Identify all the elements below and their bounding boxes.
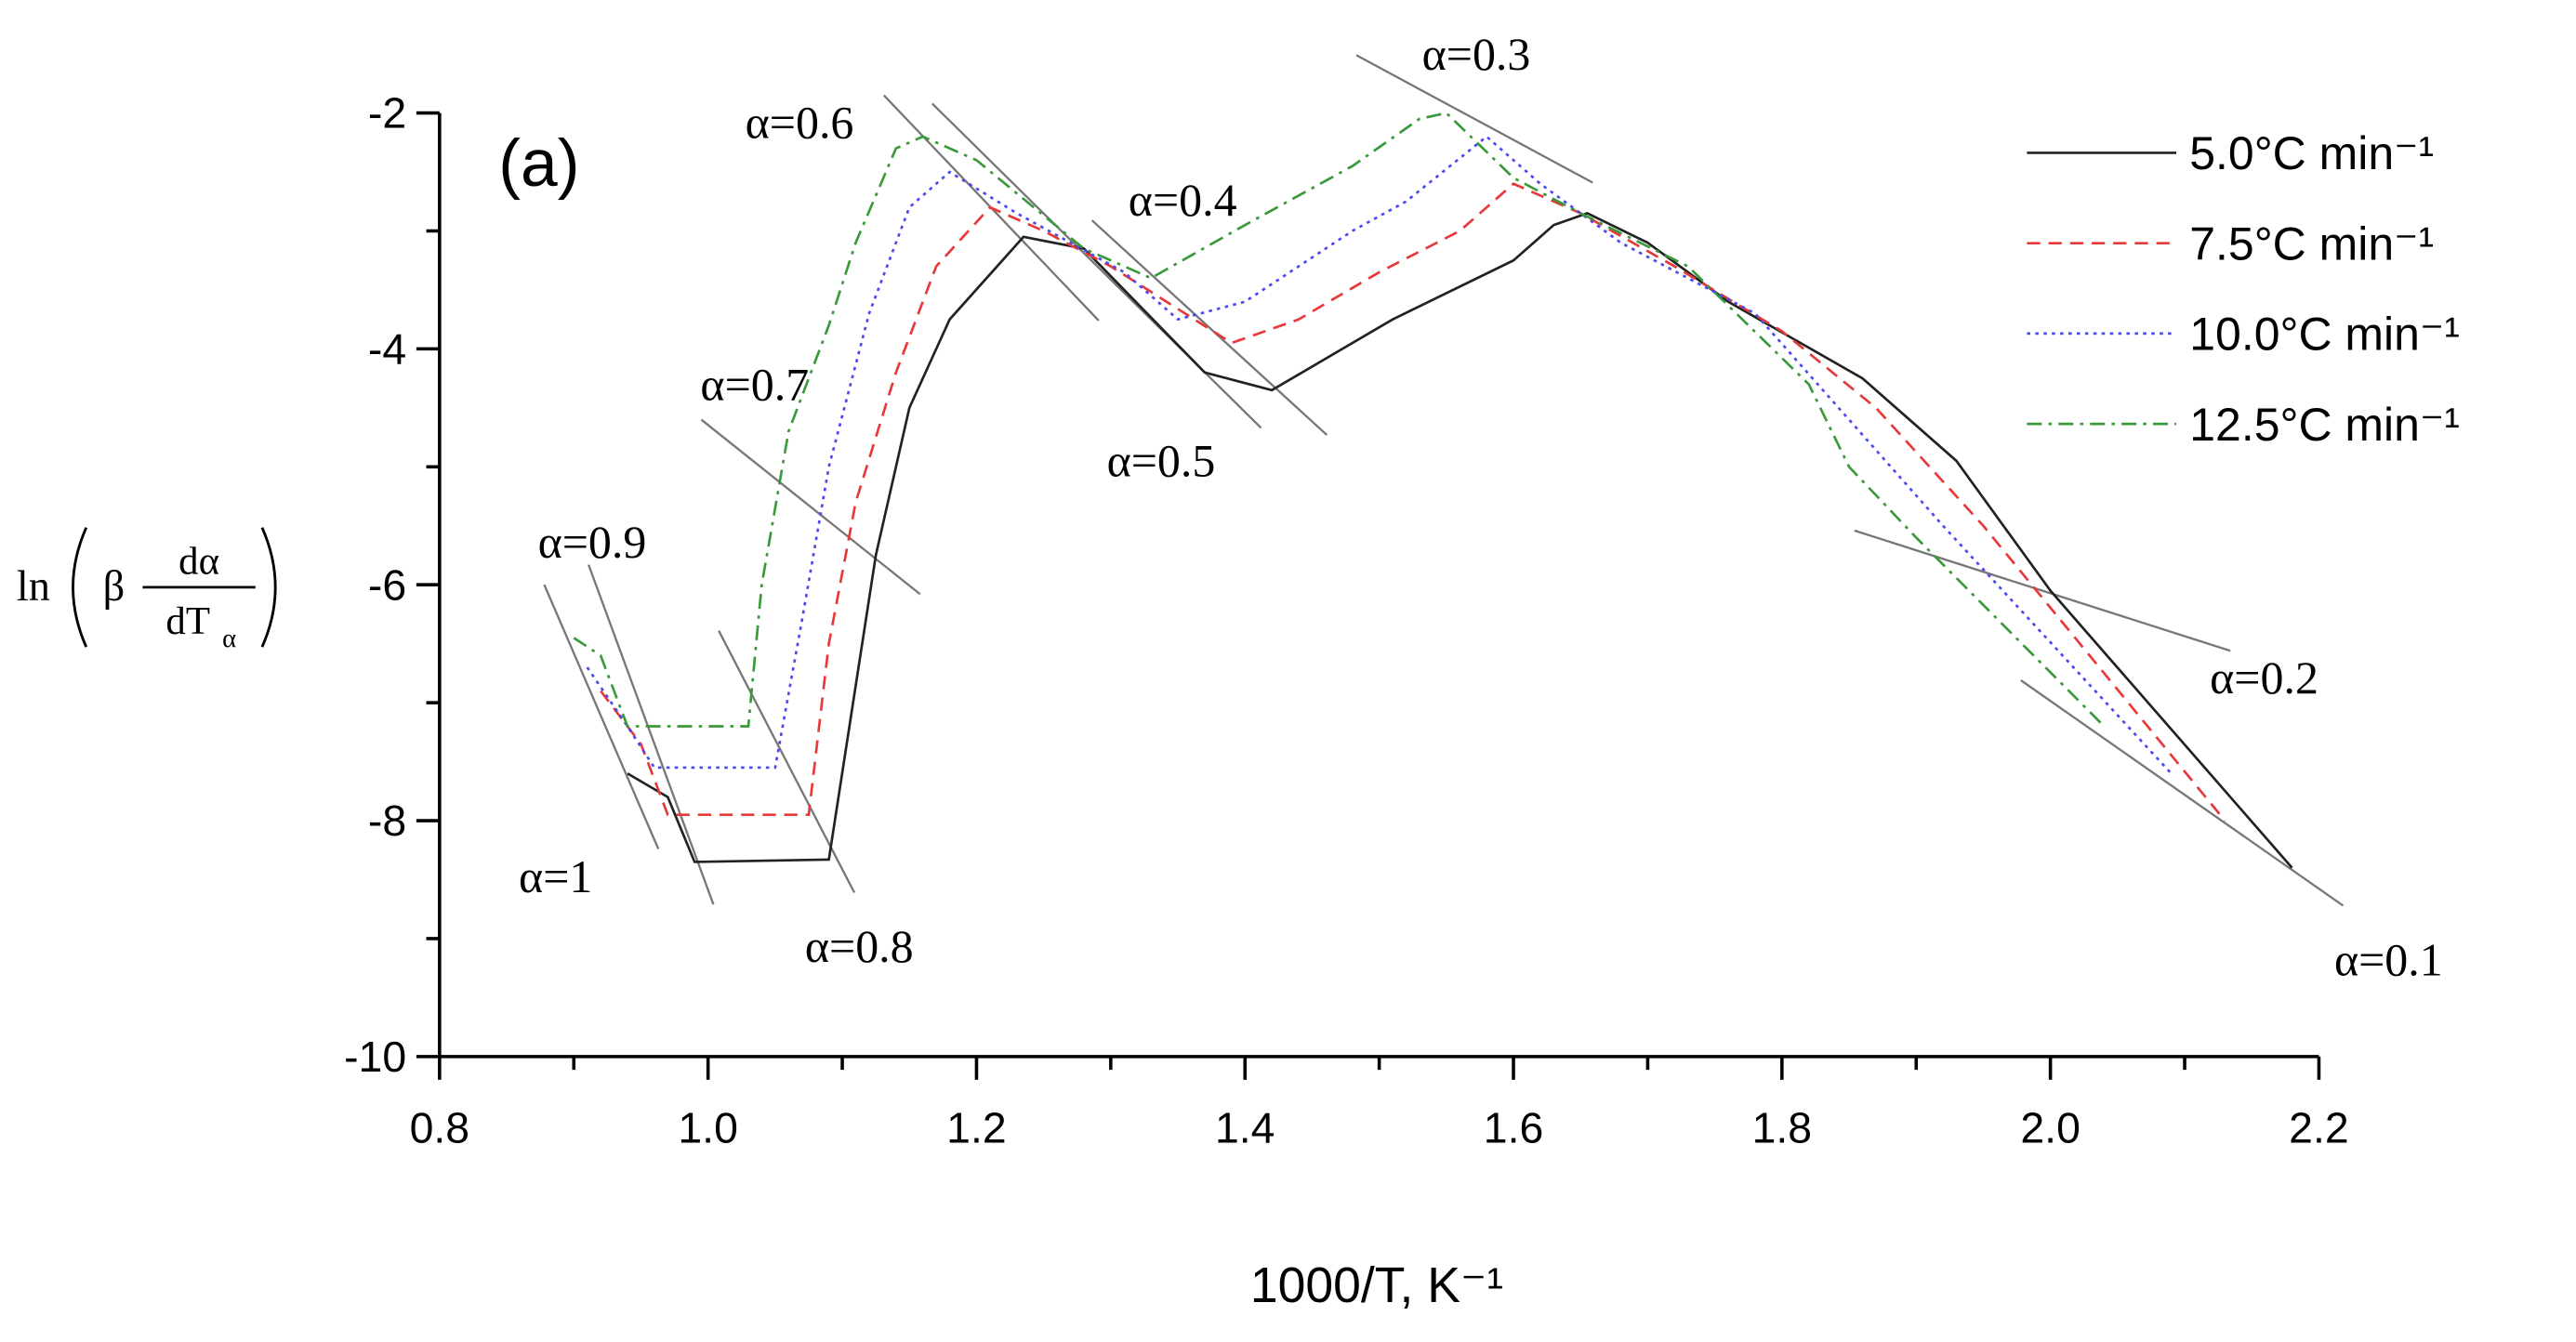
x-tick-label: 1.8 xyxy=(1752,1104,1812,1152)
isoconversion-label: α=0.1 xyxy=(2334,933,2443,985)
series-line xyxy=(600,182,2226,822)
y-label-subscript: α xyxy=(222,625,236,653)
paren-right xyxy=(260,527,277,648)
isoconversion-line xyxy=(2020,679,2345,907)
isoconversion-label: α=0.6 xyxy=(746,96,854,148)
y-label-beta: β xyxy=(103,563,125,611)
isoconversion-label: α=0.5 xyxy=(1107,434,1216,486)
y-label-numerator: dα xyxy=(178,540,219,584)
y-tick-label: -8 xyxy=(368,796,406,845)
series-line xyxy=(573,112,2106,728)
x-axis-label: 1000/T, K⁻¹ xyxy=(1250,1258,1503,1313)
x-tick-label: 1.0 xyxy=(678,1104,737,1152)
isoconversion-line xyxy=(700,418,921,596)
isoconversion-line xyxy=(718,630,856,893)
isoconversion-label: α=0.8 xyxy=(805,920,914,972)
isoconversion-label: α=0.3 xyxy=(1422,28,1531,80)
x-tick-label: 1.2 xyxy=(946,1104,1006,1152)
y-tick-label: -4 xyxy=(368,324,406,373)
x-tick-label: 2.0 xyxy=(2020,1104,2080,1152)
isoconversion-line xyxy=(588,564,715,905)
isoconversion-label: α=0.2 xyxy=(2210,651,2318,704)
x-tick-label: 1.6 xyxy=(1484,1104,1543,1152)
legend-label: 5.0°C min⁻¹ xyxy=(2189,127,2434,179)
legend-label: 12.5°C min⁻¹ xyxy=(2189,399,2460,451)
x-tick-label: 2.2 xyxy=(2289,1104,2348,1152)
chart-title: (a) xyxy=(498,126,579,201)
series-line xyxy=(586,135,2173,775)
isoconversion-label: α=0.4 xyxy=(1129,174,1237,226)
y-tick-label: -2 xyxy=(368,89,406,138)
y-tick-label: -6 xyxy=(368,560,406,609)
x-tick-label: 1.4 xyxy=(1215,1104,1275,1152)
isoconversion-line xyxy=(1854,529,2231,652)
isoconversion-line xyxy=(1355,54,1593,184)
isoconversion-line xyxy=(931,102,1262,429)
y-label-prefix: ln xyxy=(17,563,50,611)
legend-label: 7.5°C min⁻¹ xyxy=(2189,217,2434,270)
isoconversion-line xyxy=(1090,219,1328,436)
y-axis-label: ln β dα dT α xyxy=(17,527,277,653)
legend-label: 10.0°C min⁻¹ xyxy=(2189,309,2460,361)
isoconversion-label: α=1 xyxy=(519,850,592,902)
x-tick-label: 0.8 xyxy=(410,1104,469,1152)
isoconversion-label: α=0.7 xyxy=(700,358,809,410)
paren-left xyxy=(72,527,88,648)
isoconversion-label: α=0.9 xyxy=(538,516,647,568)
y-label-denominator: dT xyxy=(165,599,210,643)
isoconversion-line xyxy=(543,584,660,849)
y-tick-label: -10 xyxy=(344,1033,406,1081)
series-line xyxy=(627,212,2293,869)
